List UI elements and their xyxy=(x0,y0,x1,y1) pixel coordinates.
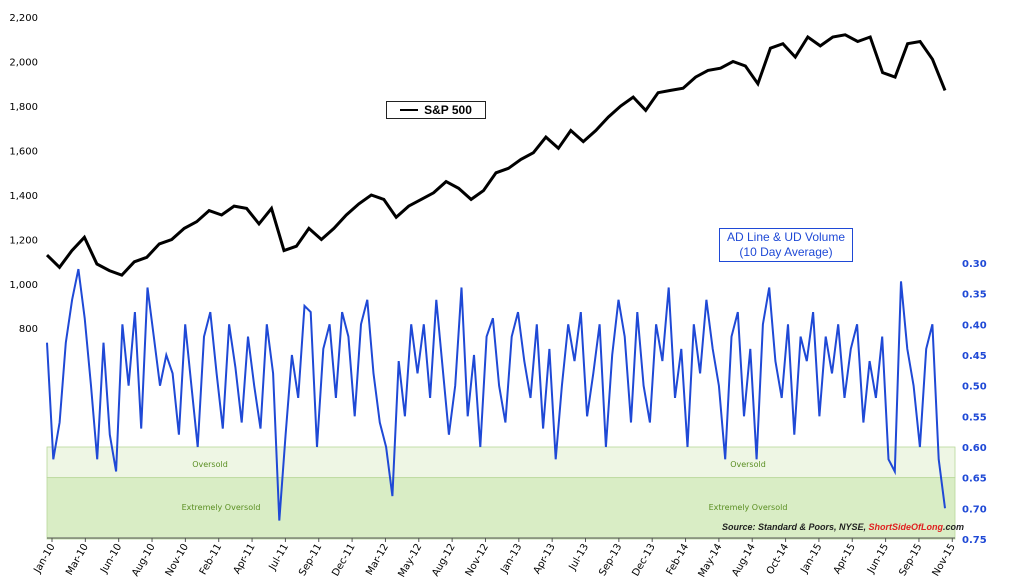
left-tick-label: 2,200 xyxy=(9,13,38,24)
x-tick-label: Mar-10 xyxy=(64,542,91,577)
x-tick-label: Jun-10 xyxy=(98,542,124,576)
x-tick-label: Apr-11 xyxy=(232,542,258,576)
x-tick-label: Jul-13 xyxy=(567,542,591,573)
x-tick-label: Sep-13 xyxy=(597,542,624,578)
x-tick-label: Dec-11 xyxy=(330,542,357,578)
x-tick-label: Aug-14 xyxy=(730,542,757,579)
sp500-legend: S&P 500 xyxy=(386,101,486,119)
right-axis-ticks: 0.30 0.35 0.40 0.45 0.50 0.55 0.60 0.65 0.70 0.75 xyxy=(962,259,987,546)
x-tick-label: Nov-10 xyxy=(164,542,191,578)
ad-line-title-box: AD Line & UD Volume (10 Day Average) xyxy=(719,228,853,262)
left-tick-label: 1,400 xyxy=(9,191,38,202)
x-tick-label: Jun-15 xyxy=(865,542,891,576)
right-tick-label: 0.60 xyxy=(962,443,987,454)
left-tick-label: 1,600 xyxy=(9,147,38,158)
ad-line-subtitle: (10 Day Average) xyxy=(739,245,833,259)
left-tick-label: 1,000 xyxy=(9,280,38,291)
oversold-label-right: Oversold xyxy=(730,460,766,469)
oversold-label-left: Oversold xyxy=(192,460,228,469)
sp500-legend-label: S&P 500 xyxy=(424,103,472,117)
ad-line-series xyxy=(46,268,946,521)
right-tick-label: 0.35 xyxy=(962,290,987,301)
left-tick-label: 2,000 xyxy=(9,58,38,69)
right-tick-label: 0.65 xyxy=(962,474,987,485)
x-tick-label: Oct-14 xyxy=(765,542,791,577)
oversold-zones xyxy=(46,446,956,540)
x-tick-label: Sep-11 xyxy=(297,542,324,578)
source-prefix: Source: Standard & Poors, NYSE, xyxy=(722,522,869,532)
x-tick-label: May-12 xyxy=(396,542,424,579)
x-tick-label: Feb-14 xyxy=(665,542,692,577)
sp500-series xyxy=(45,33,947,277)
x-tick-label: Jul-11 xyxy=(267,542,291,573)
x-tick-label: Jan-15 xyxy=(799,542,825,576)
right-tick-label: 0.50 xyxy=(962,382,987,393)
right-tick-label: 0.30 xyxy=(962,259,987,270)
source-suffix: .com xyxy=(943,522,965,532)
zone-band-0 xyxy=(46,446,956,479)
left-axis-ticks: 800 1,000 1,200 1,400 1,600 1,800 2,000 2,200 xyxy=(9,13,38,335)
x-tick-label: Jan-13 xyxy=(499,542,525,576)
right-tick-label: 0.40 xyxy=(962,320,987,331)
source-brand: ShortSideOfLong xyxy=(868,522,944,532)
x-tick-label: Nov-15 xyxy=(931,542,958,578)
extremely-oversold-label-right: Extremely Oversold xyxy=(709,503,788,512)
x-tick-label: Aug-12 xyxy=(430,542,457,579)
x-tick-label: Mar-12 xyxy=(364,542,391,577)
x-axis-ticks: Jan-10 Mar-10 Jun-10 Aug-10 Nov-10 Feb-11 Apr-… xyxy=(32,538,958,579)
x-tick-label: Jan-10 xyxy=(32,542,58,576)
zone-band-1 xyxy=(46,477,956,540)
x-tick-label: Dec-13 xyxy=(630,542,657,578)
sp500-legend-swatch xyxy=(400,109,419,111)
ad-line-title: AD Line & UD Volume xyxy=(726,230,846,244)
source-note: Source: Standard & Poors, NYSE, ShortSid… xyxy=(722,522,964,532)
right-tick-label: 0.75 xyxy=(962,535,987,546)
left-tick-label: 800 xyxy=(19,324,38,335)
right-tick-label: 0.55 xyxy=(962,412,987,423)
x-tick-label: Sep-15 xyxy=(897,542,924,578)
x-tick-label: Aug-10 xyxy=(130,542,157,579)
x-tick-label: Feb-11 xyxy=(198,542,225,577)
x-tick-label: Nov-12 xyxy=(464,542,491,578)
x-tick-label: May-14 xyxy=(697,542,725,579)
left-tick-label: 1,200 xyxy=(9,236,38,247)
x-tick-label: Apr-15 xyxy=(832,542,858,576)
extremely-oversold-label-left: Extremely Oversold xyxy=(182,503,261,512)
right-tick-label: 0.70 xyxy=(962,504,987,515)
left-tick-label: 1,800 xyxy=(9,102,38,113)
right-tick-label: 0.45 xyxy=(962,351,987,362)
x-tick-label: Apr-13 xyxy=(532,542,558,576)
